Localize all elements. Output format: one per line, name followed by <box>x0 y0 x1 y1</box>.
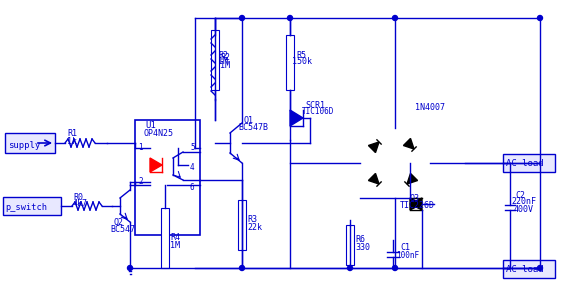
Polygon shape <box>410 198 422 210</box>
Polygon shape <box>403 138 414 149</box>
Text: Q1: Q1 <box>244 116 254 124</box>
Polygon shape <box>290 110 303 126</box>
FancyBboxPatch shape <box>135 120 200 235</box>
Text: 330: 330 <box>355 243 370 253</box>
Text: BC547B: BC547B <box>238 122 268 132</box>
Polygon shape <box>410 198 422 210</box>
Text: supply: supply <box>8 140 40 150</box>
Polygon shape <box>407 173 417 184</box>
Text: R4: R4 <box>170 233 180 243</box>
FancyBboxPatch shape <box>503 154 555 172</box>
Text: 1M: 1M <box>218 57 228 67</box>
FancyBboxPatch shape <box>238 200 246 250</box>
Text: C2: C2 <box>515 190 525 200</box>
Circle shape <box>240 15 245 21</box>
Text: R0: R0 <box>73 192 83 202</box>
Text: R2: R2 <box>220 53 230 63</box>
Text: p_switch: p_switch <box>5 202 47 212</box>
Circle shape <box>537 15 543 21</box>
Text: SCR1: SCR1 <box>305 100 325 110</box>
Circle shape <box>288 15 293 21</box>
Text: 400V: 400V <box>514 204 534 214</box>
Text: AC load: AC load <box>506 265 544 275</box>
Text: 1M: 1M <box>170 241 180 251</box>
Text: 1: 1 <box>138 144 143 152</box>
Text: 1N4007: 1N4007 <box>415 104 445 112</box>
Text: 4: 4 <box>190 164 195 172</box>
Circle shape <box>393 15 398 21</box>
Text: OP4N25: OP4N25 <box>143 128 173 138</box>
Text: C1: C1 <box>400 243 410 253</box>
Text: 220nF: 220nF <box>511 198 536 206</box>
Polygon shape <box>150 158 162 172</box>
Text: TIC106D: TIC106D <box>302 108 334 116</box>
Text: Q2: Q2 <box>113 217 123 227</box>
Polygon shape <box>368 173 379 184</box>
FancyBboxPatch shape <box>3 197 61 215</box>
Circle shape <box>537 265 543 271</box>
Text: R2: R2 <box>218 51 228 59</box>
FancyBboxPatch shape <box>211 30 219 90</box>
FancyBboxPatch shape <box>286 35 294 90</box>
Circle shape <box>240 265 245 271</box>
Text: R1: R1 <box>67 130 77 138</box>
Text: 4k7: 4k7 <box>73 200 88 208</box>
Text: 6: 6 <box>190 184 195 192</box>
Text: 1k: 1k <box>67 136 77 146</box>
Text: U1: U1 <box>145 120 156 130</box>
Text: AC load: AC load <box>506 158 544 168</box>
Text: TIC226D: TIC226D <box>400 202 435 210</box>
Text: 150k: 150k <box>292 57 312 67</box>
Text: R3: R3 <box>247 215 257 225</box>
Text: Q3: Q3 <box>410 194 420 202</box>
Polygon shape <box>368 142 379 152</box>
Text: 22k: 22k <box>247 223 262 231</box>
Text: R6: R6 <box>355 235 365 245</box>
Circle shape <box>347 265 352 271</box>
FancyBboxPatch shape <box>503 260 555 278</box>
Text: R5: R5 <box>296 51 306 59</box>
Circle shape <box>393 265 398 271</box>
FancyBboxPatch shape <box>346 225 354 265</box>
Text: 5: 5 <box>190 144 195 152</box>
Text: 2: 2 <box>138 178 143 186</box>
Text: 100nF: 100nF <box>396 251 419 259</box>
Circle shape <box>127 265 133 271</box>
Text: BC547: BC547 <box>110 225 135 233</box>
FancyBboxPatch shape <box>5 133 55 153</box>
FancyBboxPatch shape <box>161 208 169 268</box>
Text: 1M: 1M <box>220 61 230 71</box>
